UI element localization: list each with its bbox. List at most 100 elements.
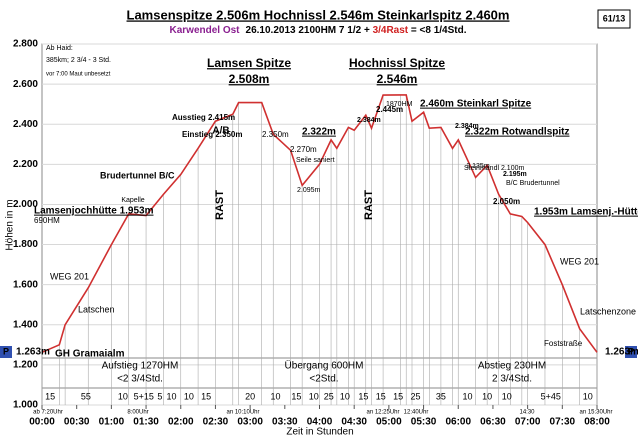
annotation: 1.263m	[16, 347, 50, 358]
annotation: 2 3/4Std.	[492, 374, 532, 385]
subtitle-part: Karwendel Ost	[169, 25, 240, 36]
x-tick-label: 08:00	[584, 417, 610, 428]
annotation: 2.384m	[455, 123, 479, 130]
segment-time: 15	[201, 391, 211, 401]
annotation: A/B	[212, 126, 229, 137]
segment-time: 10	[166, 391, 176, 401]
segment-time: 55	[81, 391, 91, 401]
segment-time: 25	[324, 391, 334, 401]
x-tick-label: 01:00	[99, 417, 125, 428]
x-tick-label: 06:30	[480, 417, 506, 428]
page-box	[597, 9, 631, 29]
page-number: 61/13	[603, 13, 626, 23]
annotation: RAST	[363, 190, 375, 220]
annotation: Abstieg 230HM	[478, 361, 546, 372]
segment-time: 15	[376, 391, 386, 401]
segment-time: 10	[118, 391, 128, 401]
x-axis-label: Zeit in Stunden	[286, 427, 353, 438]
annotation: WEG 201	[50, 271, 89, 281]
annotation: 2.322m	[302, 127, 336, 138]
annotation: RAST	[214, 190, 226, 220]
annotation: 2.095m	[297, 187, 321, 194]
segment-time: 10	[482, 391, 492, 401]
y-tick-label: 2.000	[13, 199, 38, 210]
x-tick-label: 07:30	[550, 417, 576, 428]
segment-time: 10	[502, 391, 512, 401]
segment-time: 15	[291, 391, 301, 401]
subtitle: Karwendel Ost 26.10.2013 2100HM 7 1/2 + 3…	[169, 25, 466, 36]
annotation: Lamsenjochhütte 1.953m	[34, 206, 154, 217]
annotation: 2.350m	[262, 130, 289, 139]
annotation: 1.953m Lamsenj.-Hütte	[534, 207, 638, 218]
annotation: 12:40Uhr	[404, 410, 429, 416]
annotation: B/C Brudertunnel	[506, 180, 560, 187]
annotation: Hochnissl Spitze	[349, 56, 445, 70]
segment-time: 10	[271, 391, 281, 401]
x-tick-label: 06:00	[445, 417, 471, 428]
segment-time: 35	[436, 391, 446, 401]
annotation: 2.546m	[377, 72, 418, 86]
annotation: an 10:10Uhr	[226, 410, 259, 416]
y-tick-label: 2.200	[13, 159, 38, 170]
x-tick-label: 03:00	[237, 417, 263, 428]
annotation: 2.508m	[229, 72, 270, 86]
annotation: vor 7:00 Maut unbesetzt	[46, 72, 111, 78]
annotation: Seile saniert	[296, 157, 335, 164]
y-tick-label: 1.000	[13, 400, 38, 411]
annotation: 2.135m	[466, 163, 490, 170]
annotation: Steinmandl 2.100m	[464, 165, 524, 172]
x-tick-label: 02:30	[203, 417, 229, 428]
segment-time: 10	[340, 391, 350, 401]
segment-time: 25	[410, 391, 420, 401]
segment-time: 15	[45, 391, 55, 401]
annotation: Ab Haid:	[46, 45, 73, 52]
x-tick-label: 00:00	[29, 417, 55, 428]
x-tick-label: 05:00	[376, 417, 402, 428]
annotation: GH Gramaialm	[55, 349, 125, 360]
annotation: 2.195m	[503, 171, 527, 178]
segment-time: 10	[309, 391, 319, 401]
y-tick-label: 1.800	[13, 239, 38, 250]
annotation: Aufstieg 1270HM	[102, 361, 179, 372]
annotation: 690HM	[34, 216, 60, 225]
y-axis-label: Höhen in m	[5, 199, 16, 250]
annotation: 1870HM	[386, 101, 413, 108]
annotation: P	[628, 346, 634, 356]
segment-time: 20	[245, 391, 255, 401]
annotation: Lamsen Spitze	[207, 56, 291, 70]
parking-icon	[0, 346, 12, 358]
annotation: 8:00Uhr	[127, 410, 148, 416]
y-tick-label: 2.800	[13, 39, 38, 50]
x-tick-label: 04:30	[341, 417, 367, 428]
annotation: Brudertunnel B/C	[100, 170, 175, 180]
annotation: 1.263m	[605, 347, 638, 358]
annotation: 2.460m Steinkarl Spitze	[420, 99, 532, 110]
annotation: Einstieg 2.350m	[182, 130, 242, 139]
subtitle-part: 3/4Rast	[373, 25, 409, 36]
y-tick-label: 2.400	[13, 119, 38, 130]
subtitle-part: 26.10.2013 2100HM 7 1/2 +	[246, 25, 373, 36]
annotation: an 12:25Uhr	[366, 410, 399, 416]
annotation: an 15:30Uhr	[579, 410, 612, 416]
y-tick-label: 2.600	[13, 79, 38, 90]
parking-icon	[625, 346, 637, 358]
segment-time: 10	[583, 391, 593, 401]
subtitle-part: = <8 1/4Std.	[408, 25, 467, 36]
profile-line	[41, 94, 598, 354]
segment-time: 5	[157, 391, 162, 401]
annotation: Kapelle	[121, 197, 144, 204]
x-tick-label: 04:00	[307, 417, 333, 428]
x-tick-label: 03:30	[272, 417, 298, 428]
annotation: 2.270m	[290, 145, 317, 154]
segment-time: 5+45	[541, 391, 561, 401]
x-tick-label: 05:30	[411, 417, 437, 428]
segment-time: 10	[462, 391, 472, 401]
annotation: 2.384m	[357, 117, 381, 124]
annotation: 2.050m	[493, 197, 520, 206]
annotation: Ausstieg 2.415m	[172, 113, 235, 122]
x-tick-label: 07:00	[515, 417, 541, 428]
annotation: 385km; 2 3/4 - 3 Std.	[46, 57, 111, 64]
annotation: Foststraße	[544, 339, 583, 348]
segment-time: 15	[393, 391, 403, 401]
